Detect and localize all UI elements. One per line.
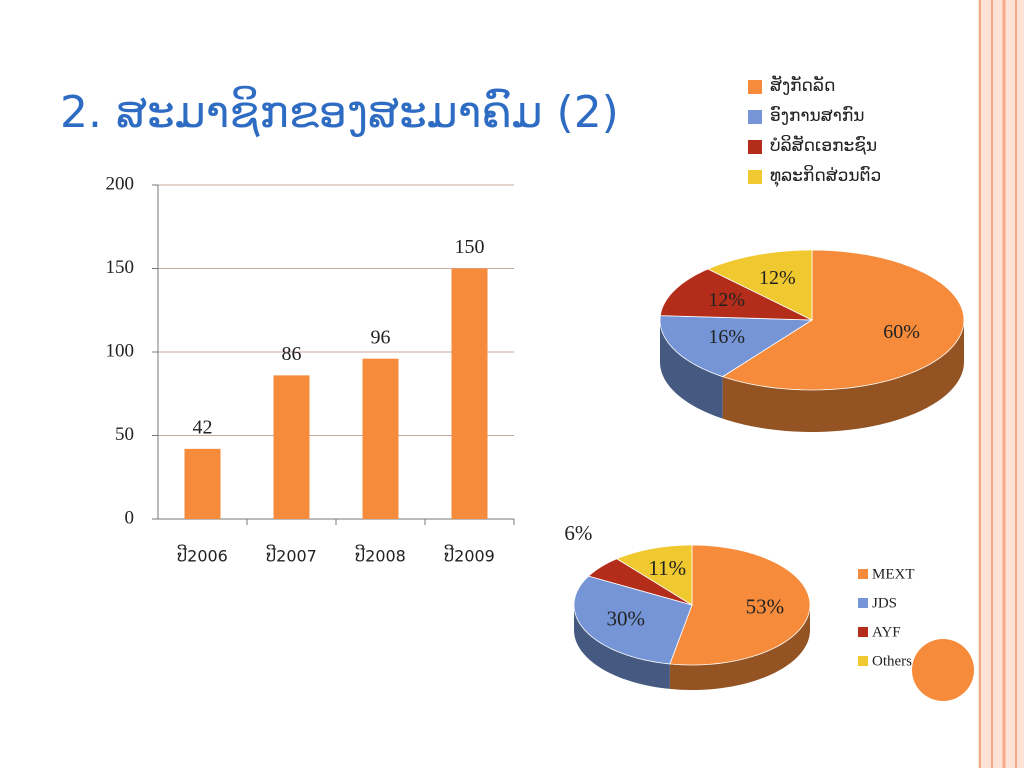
legend-swatch xyxy=(858,656,868,666)
bar xyxy=(273,375,310,519)
y-tick-label: 150 xyxy=(106,257,135,278)
legend-label: ບໍລິສັດເອກະຊົນ xyxy=(770,134,877,156)
pie-slice xyxy=(659,268,813,321)
pie-slice xyxy=(669,544,811,666)
bar xyxy=(362,358,399,519)
data-label: 16% xyxy=(708,326,745,348)
legend-swatch xyxy=(748,140,762,154)
pie-slice xyxy=(659,315,814,378)
x-tick-label: ປີ2006 xyxy=(177,545,228,566)
pie-side xyxy=(660,320,723,419)
data-label: 12% xyxy=(759,267,796,289)
pie-slice xyxy=(615,544,693,606)
legend-label: ສັງກັດລັດ xyxy=(770,74,835,96)
data-label: 60% xyxy=(883,321,920,343)
border-decoration xyxy=(978,0,1024,768)
pie-side xyxy=(574,605,670,689)
legend-label: ອົງການສາກົນ xyxy=(770,104,864,126)
data-label: 53% xyxy=(746,594,785,618)
legend-label: JDS xyxy=(872,595,897,611)
pie-slice xyxy=(587,558,693,606)
legend-swatch xyxy=(858,569,868,579)
pie-slice xyxy=(573,575,693,665)
slide-title: 2. ສະມາຊິກຂອງສະມາຄົມ (2) xyxy=(60,86,619,138)
data-label: 86 xyxy=(282,343,302,365)
legend-swatch xyxy=(748,110,762,124)
data-label: 96 xyxy=(371,326,391,348)
legend-swatch xyxy=(858,627,868,637)
data-label: 12% xyxy=(708,289,745,311)
y-tick-label: 50 xyxy=(115,424,134,445)
bar xyxy=(184,448,221,519)
x-tick-label: ປີ2007 xyxy=(266,545,317,566)
y-tick-label: 100 xyxy=(106,340,135,361)
legend-label: Others xyxy=(872,653,912,669)
legend-swatch xyxy=(748,170,762,184)
legend-label: ທຸລະກິດສ່ວນຕົວ xyxy=(770,164,881,188)
x-tick-label: ປີ2009 xyxy=(444,545,495,566)
legend-swatch xyxy=(858,598,868,608)
pie-slice xyxy=(706,249,813,321)
x-tick-label: ປີ2008 xyxy=(355,545,406,566)
bar xyxy=(451,268,488,519)
data-label: 6% xyxy=(564,521,592,545)
decoration-circle xyxy=(912,639,974,701)
legend-label: AYF xyxy=(872,624,901,640)
data-label: 150 xyxy=(455,236,485,258)
pie-side xyxy=(669,605,810,690)
pie-side xyxy=(722,320,964,432)
data-label: 42 xyxy=(193,416,213,438)
legend-swatch xyxy=(748,80,762,94)
data-label: 11% xyxy=(648,556,686,580)
y-tick-label: 200 xyxy=(106,173,135,194)
y-tick-label: 0 xyxy=(125,507,135,528)
legend-label: MEXT xyxy=(872,566,915,582)
data-label: 30% xyxy=(607,607,646,631)
pie-slice xyxy=(721,249,965,391)
